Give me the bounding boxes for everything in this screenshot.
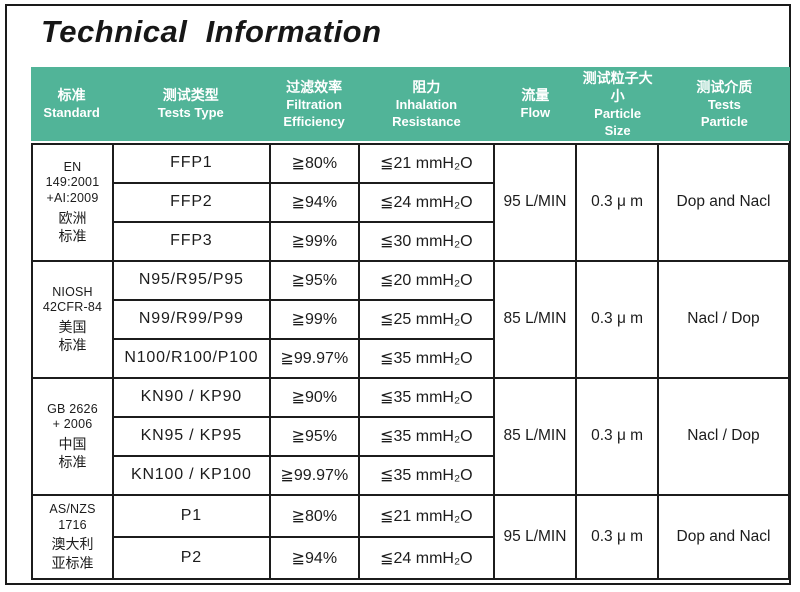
efficiency-cell: ≧99.97% — [268, 337, 361, 379]
standard-code: GB 2626 + 2006 — [47, 401, 98, 432]
resistance-cell: ≦21 mmH₂O — [358, 142, 495, 184]
table-row: KN95 / KP95 ≧95% ≦35 mmH₂O — [32, 415, 789, 457]
efficiency-cell: ≧90% — [268, 376, 361, 418]
header-cell-inhalation-resistance: 阻力 Inhalation Resistance — [358, 67, 494, 141]
standard-code: NIOSH 42CFR-84 — [42, 284, 103, 315]
page-title: Technical Information — [41, 14, 382, 49]
table-row: FFP2 ≧94% ≦24 mmH₂O — [32, 181, 789, 223]
test-particle-cell: Dop and Nacl — [656, 142, 791, 262]
test-particle-cell: Nacl / Dop — [656, 259, 791, 379]
standard-cell: AS/NZS 1716 澳大利 亚标准 — [31, 493, 114, 580]
standard-name-zh: 欧洲 标准 — [58, 209, 87, 244]
test-type-cell: KN95 / KP95 — [111, 415, 271, 457]
header-standard-zh: 标准 — [57, 87, 86, 104]
table-header: 标准 Standard 测试类型 Tests Type 过滤效率 Filtrat… — [31, 67, 790, 141]
particle-size-cell: 0.3 μ m — [575, 376, 659, 496]
header-cell-particle-size: 测试粒子大小 Particle Size — [576, 67, 659, 141]
standard-code: AS/NZS 1716 — [49, 502, 96, 532]
header-tests-particle-zh: 测试介质 — [696, 79, 753, 96]
efficiency-cell: ≧99% — [268, 298, 361, 340]
header-filtration-zh: 过滤效率 — [286, 79, 343, 96]
test-type-cell: N100/R100/P100 — [111, 337, 271, 379]
test-type-cell: KN90 / KP90 — [111, 376, 271, 418]
efficiency-cell: ≧99% — [268, 220, 361, 262]
efficiency-cell: ≧95% — [268, 259, 361, 301]
table-row: P2 ≧94% ≦24 mmH₂O — [32, 535, 789, 580]
header-flow-zh: 流量 — [521, 87, 550, 104]
table-row: NIOSH 42CFR-84 美国 标准 N95/R95/P95 ≧95% ≦2… — [31, 259, 791, 379]
header-cell-flow: 流量 Flow — [493, 67, 577, 141]
header-particle-size-en: Particle Size — [594, 106, 642, 138]
flow-cell: 85 L/MIN — [492, 259, 578, 379]
header-cell-filtration-efficiency: 过滤效率 Filtration Efficiency — [269, 67, 359, 141]
header-cell-tests-particle: 测试介质 Tests Particle — [658, 67, 790, 141]
efficiency-cell: ≧99.97% — [268, 454, 361, 496]
test-type-cell: N99/R99/P99 — [111, 298, 271, 340]
header-cell-standard: 标准 Standard — [31, 67, 113, 141]
header-resistance-en: Inhalation Resistance — [392, 97, 461, 129]
table-row: GB 2626 + 2006 中国 标准 KN90 / KP90 ≧90% ≦3… — [31, 376, 791, 496]
standard-name-zh: 澳大利 亚标准 — [51, 536, 94, 571]
table-row: KN100 / KP100 ≧99.97% ≦35 mmH₂O — [32, 454, 789, 496]
header-cell-tests-type: 测试类型 Tests Type — [112, 67, 270, 141]
header-particle-size-zh: 测试粒子大小 — [582, 70, 653, 105]
table-row: FFP3 ≧99% ≦30 mmH₂O — [32, 220, 789, 262]
table-row: EN 149:2001 +AI:2009 欧洲 标准 FFP1 ≧80% ≦21… — [31, 142, 791, 262]
standard-cell: GB 2626 + 2006 中国 标准 — [31, 376, 114, 496]
test-type-cell: FFP2 — [111, 181, 271, 223]
particle-size-cell: 0.3 μ m — [575, 493, 659, 580]
technical-info-table: 标准 Standard 测试类型 Tests Type 过滤效率 Filtrat… — [31, 67, 791, 580]
test-type-cell: N95/R95/P95 — [111, 259, 271, 301]
test-type-cell: FFP1 — [111, 142, 271, 184]
efficiency-cell: ≧80% — [268, 493, 361, 538]
header-tests-particle-en: Tests Particle — [700, 97, 748, 129]
efficiency-cell: ≧80% — [268, 142, 361, 184]
resistance-cell: ≦24 mmH₂O — [358, 181, 495, 223]
header-row: 标准 Standard 测试类型 Tests Type 过滤效率 Filtrat… — [31, 67, 790, 141]
flow-cell: 85 L/MIN — [492, 376, 578, 496]
table-row: AS/NZS 1716 澳大利 亚标准 P1 ≧80% ≦21 mmH₂O 95… — [31, 493, 791, 580]
resistance-cell: ≦24 mmH₂O — [358, 535, 495, 580]
test-type-cell: P1 — [111, 493, 271, 538]
header-tests-type-zh: 测试类型 — [162, 87, 219, 104]
table-body: EN 149:2001 +AI:2009 欧洲 标准 FFP1 ≧80% ≦21… — [31, 142, 791, 580]
standard-cell: NIOSH 42CFR-84 美国 标准 — [31, 259, 114, 379]
standard-cell: EN 149:2001 +AI:2009 欧洲 标准 — [31, 142, 114, 262]
test-particle-cell: Nacl / Dop — [656, 376, 791, 496]
standard-name-zh: 中国 标准 — [58, 435, 87, 470]
resistance-cell: ≦25 mmH₂O — [358, 298, 495, 340]
resistance-cell: ≦35 mmH₂O — [358, 415, 495, 457]
header-filtration-en: Filtration Efficiency — [283, 97, 345, 129]
resistance-cell: ≦35 mmH₂O — [358, 454, 495, 496]
table-row: N99/R99/P99 ≧99% ≦25 mmH₂O — [32, 298, 789, 340]
resistance-cell: ≦30 mmH₂O — [358, 220, 495, 262]
flow-cell: 95 L/MIN — [492, 142, 578, 262]
flow-cell: 95 L/MIN — [492, 493, 578, 580]
test-type-cell: P2 — [111, 535, 271, 580]
header-tests-type-en: Tests Type — [157, 105, 224, 121]
header-resistance-zh: 阻力 — [412, 79, 441, 96]
resistance-cell: ≦35 mmH₂O — [358, 337, 495, 379]
resistance-cell: ≦20 mmH₂O — [358, 259, 495, 301]
resistance-cell: ≦21 mmH₂O — [358, 493, 495, 538]
test-particle-cell: Dop and Nacl — [656, 493, 791, 580]
header-flow-en: Flow — [520, 105, 551, 121]
table-row: N100/R100/P100 ≧99.97% ≦35 mmH₂O — [32, 337, 789, 379]
particle-size-cell: 0.3 μ m — [575, 259, 659, 379]
test-type-cell: FFP3 — [111, 220, 271, 262]
resistance-cell: ≦35 mmH₂O — [358, 376, 495, 418]
efficiency-cell: ≧94% — [268, 535, 361, 580]
efficiency-cell: ≧94% — [268, 181, 361, 223]
particle-size-cell: 0.3 μ m — [575, 142, 659, 262]
standard-name-zh: 美国 标准 — [58, 318, 87, 353]
test-type-cell: KN100 / KP100 — [111, 454, 271, 496]
standard-code: EN 149:2001 +AI:2009 — [45, 159, 100, 205]
page-frame: Technical Information 标准 Standard 测试类型 T… — [5, 4, 791, 585]
header-standard-en: Standard — [43, 105, 100, 121]
efficiency-cell: ≧95% — [268, 415, 361, 457]
